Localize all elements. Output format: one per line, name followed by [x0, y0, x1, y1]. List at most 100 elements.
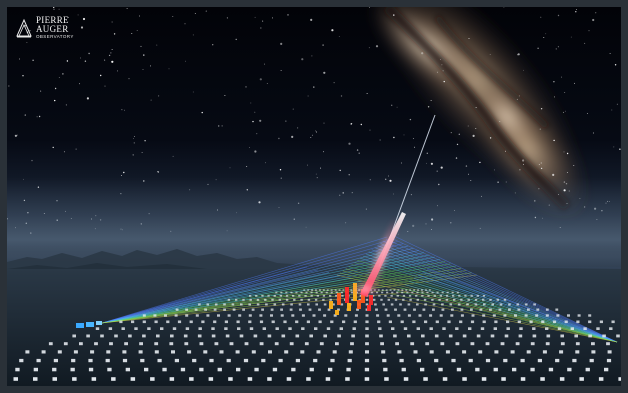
detector-station: [213, 308, 217, 311]
detector-station: [206, 303, 210, 306]
detector-station: [242, 298, 245, 301]
detector-station: [183, 334, 188, 338]
detector-station: [374, 303, 377, 306]
star: [110, 52, 112, 54]
star: [279, 169, 282, 171]
star: [409, 118, 412, 121]
star: [360, 123, 362, 126]
fluorescence-ray: [386, 238, 618, 343]
detector-station: [292, 294, 295, 297]
detector-station: [445, 294, 449, 297]
detector-station: [323, 334, 327, 338]
detector-station: [307, 298, 311, 301]
star: [143, 54, 145, 56]
detector-station: [432, 303, 436, 306]
detector-station: [455, 327, 459, 330]
detector-station: [298, 303, 302, 306]
star: [339, 169, 341, 172]
detector-station: [574, 334, 578, 338]
star: [543, 37, 545, 38]
detector-station: [517, 320, 521, 324]
detector-station: [402, 294, 406, 297]
detector-station: [418, 314, 422, 317]
fluorescence-ray: [101, 269, 319, 324]
surface-detector-array: [13, 289, 621, 381]
detector-station: [460, 298, 463, 301]
detector-station: [460, 308, 464, 311]
detector-station: [470, 320, 475, 324]
detector-station: [138, 350, 143, 354]
detector-station: [396, 291, 399, 294]
star: [14, 134, 17, 137]
detector-station: [564, 320, 568, 324]
detector-station: [327, 308, 331, 311]
detector-station: [299, 308, 302, 311]
detector-station: [457, 303, 461, 306]
detector-station: [224, 320, 228, 324]
detector-station: [434, 358, 439, 363]
detector-station: [206, 314, 210, 317]
detector-station: [429, 327, 433, 330]
detector-station: [175, 308, 179, 311]
detector-station: [325, 377, 331, 381]
detector-station: [94, 342, 98, 346]
star: [53, 8, 55, 10]
star: [563, 111, 565, 113]
detector-station: [575, 342, 580, 346]
fluorescence-ray: [336, 274, 618, 343]
star: [22, 75, 24, 77]
star: [489, 137, 492, 139]
star: [557, 14, 560, 17]
detector-station: [347, 358, 352, 363]
star: [31, 159, 33, 162]
footprint-bar: [367, 305, 371, 311]
detector-station: [185, 308, 188, 311]
star: [369, 129, 371, 131]
detector-station: [604, 367, 609, 372]
star: [316, 131, 317, 133]
detector-station: [391, 291, 394, 294]
detector-station: [262, 327, 266, 330]
detector-station: [328, 367, 333, 372]
detector-station: [313, 358, 318, 363]
star: [156, 44, 158, 46]
detector-station: [482, 320, 486, 324]
detector-station: [416, 303, 419, 306]
star: [323, 151, 325, 153]
detector-station: [526, 350, 531, 354]
star: [259, 78, 262, 81]
detector-station: [546, 334, 551, 338]
detector-station: [353, 320, 357, 324]
detector-station: [166, 320, 170, 324]
star: [133, 142, 135, 144]
detector-station: [119, 320, 123, 324]
detector-station: [424, 320, 428, 324]
star: [280, 69, 282, 71]
detector-station: [494, 320, 498, 324]
star: [117, 70, 119, 72]
detector-station: [365, 303, 369, 306]
detector-station: [559, 350, 564, 354]
star: [375, 45, 379, 48]
detector-station: [464, 294, 467, 297]
detector-station: [312, 314, 316, 317]
detector-station: [335, 342, 339, 346]
star: [32, 59, 34, 61]
detector-station: [311, 289, 313, 291]
detector-station: [482, 314, 486, 317]
detector-station: [275, 327, 279, 330]
detector-station: [213, 320, 217, 324]
detector-station: [390, 303, 394, 306]
star: [379, 139, 381, 141]
star: [554, 96, 555, 98]
star: [576, 9, 577, 11]
detector-station: [434, 334, 439, 338]
detector-station: [154, 320, 158, 324]
detector-station: [462, 350, 467, 354]
detector-station: [177, 320, 182, 324]
detector-station: [322, 289, 325, 291]
detector-station: [393, 334, 397, 338]
detector-station: [261, 358, 266, 363]
detector-station: [403, 308, 407, 311]
fluorescence-ray: [380, 243, 618, 343]
